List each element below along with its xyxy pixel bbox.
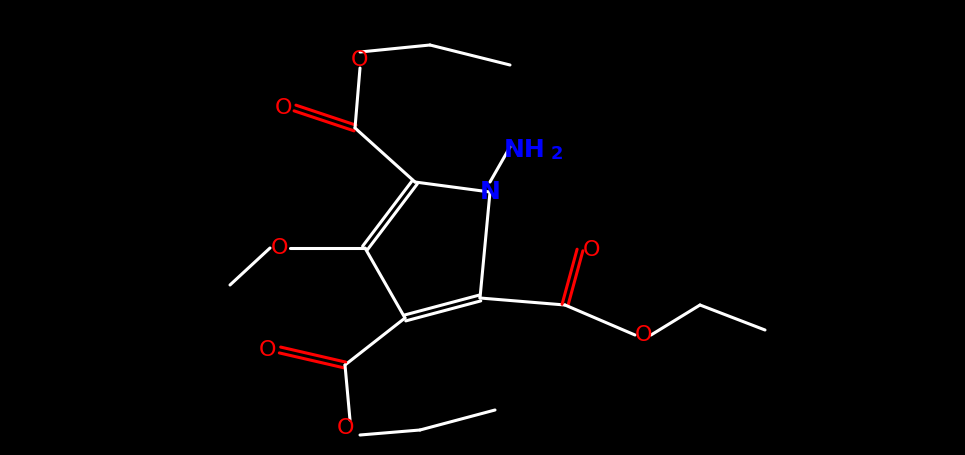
Text: O: O xyxy=(274,98,291,118)
Text: O: O xyxy=(336,418,354,438)
Text: NH: NH xyxy=(504,138,546,162)
Text: O: O xyxy=(260,340,277,360)
Text: N: N xyxy=(480,180,501,204)
Text: O: O xyxy=(583,240,601,260)
Text: O: O xyxy=(351,50,369,70)
Text: O: O xyxy=(634,325,651,345)
Text: O: O xyxy=(271,238,289,258)
Text: 2: 2 xyxy=(551,145,564,163)
